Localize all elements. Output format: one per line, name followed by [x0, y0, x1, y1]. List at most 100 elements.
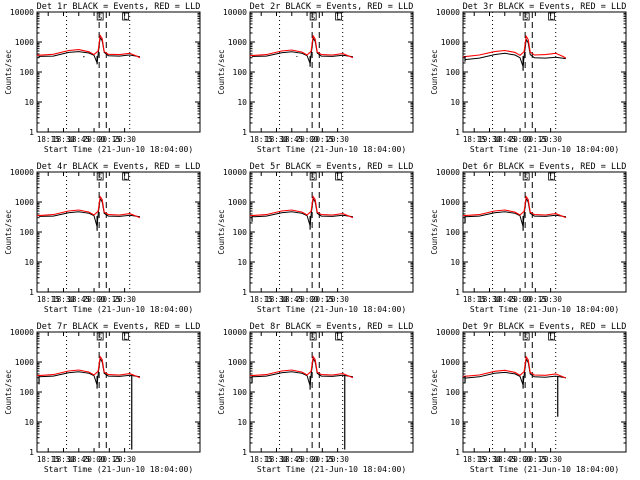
x-tick-label: 19:30	[478, 455, 501, 464]
marker-box	[309, 172, 317, 181]
y-tick-label: 1	[242, 288, 247, 297]
series-lld-line	[36, 33, 141, 59]
y-tick-label: 1000	[228, 358, 247, 367]
x-tick-label: 20:00	[509, 135, 532, 144]
chart-panel-2: Det 2r BLACK = Events, RED = LLD 1 10 100 10…	[217, 2, 414, 154]
x-tick-label: 20:00	[83, 295, 106, 304]
marker-label: S	[524, 14, 528, 22]
marker-box	[309, 12, 317, 21]
x-tick-label: 18:45	[493, 455, 516, 464]
marker-box	[548, 332, 556, 341]
x-tick-label: 18:45	[67, 135, 90, 144]
series-events-line	[251, 197, 353, 227]
y-tick-label: 10	[24, 98, 34, 107]
x-tick-label: 20:00	[509, 455, 532, 464]
y-tick-label: 1000	[441, 358, 460, 367]
x-tick-label: 20:15	[524, 135, 547, 144]
y-tick-label: 1	[455, 128, 460, 137]
y-tick-label: 1	[242, 128, 247, 137]
x-tick-label: 20:30	[539, 135, 562, 144]
y-tick-label: 10000	[223, 168, 247, 177]
y-tick-label: 10000	[10, 8, 34, 17]
series-lld-line	[249, 355, 354, 379]
y-tick-label: 1000	[441, 198, 460, 207]
marker-label: L	[124, 14, 128, 22]
x-tick-label: 18:30	[52, 455, 75, 464]
x-tick-label: 20:30	[113, 135, 136, 144]
x-tick-label: 18:45	[67, 455, 90, 464]
x-tick-label: 18:30	[52, 295, 75, 304]
marker-label: S	[311, 174, 315, 182]
chart-title: Det 4r BLACK = Events, RED = LLD	[37, 162, 201, 172]
x-tick-label: 20:15	[524, 295, 547, 304]
y-tick-label: 10000	[436, 328, 460, 337]
marker-box	[122, 12, 130, 21]
x-tick-label: 18:45	[493, 135, 516, 144]
marker-box	[522, 172, 530, 181]
x-tick-label: 18:30	[265, 295, 288, 304]
y-tick-label: 1	[455, 448, 460, 457]
x-tick-label: 18:15	[463, 135, 486, 144]
x-tick-label: 18:15	[250, 295, 273, 304]
x-tick-label: 20:15	[311, 135, 334, 144]
x-tick-label: 20:30	[539, 455, 562, 464]
y-tick-label: 100	[20, 68, 35, 77]
marker-box	[548, 12, 556, 21]
y-tick-label: 10	[450, 98, 460, 107]
x-tick-label: 20:30	[113, 455, 136, 464]
y-tick-label: 100	[20, 388, 35, 397]
marker-box	[522, 332, 530, 341]
x-axis-label: Start Time (21-Jun-10 18:04:00)	[257, 465, 406, 474]
marker-box	[309, 332, 317, 341]
x-axis-label: Start Time (21-Jun-10 18:04:00)	[470, 465, 619, 474]
chart-title: Det 8r BLACK = Events, RED = LLD	[250, 322, 414, 332]
x-tick-label: 20:15	[98, 135, 121, 144]
series-lld-line	[36, 355, 141, 379]
x-tick-label: 20:15	[311, 295, 334, 304]
series-lld-line	[36, 195, 141, 219]
marker-label: L	[124, 334, 128, 342]
y-tick-label: 10000	[223, 328, 247, 337]
x-tick-label: 18:15	[37, 295, 60, 304]
x-axis-label: Start Time (21-Jun-10 18:04:00)	[257, 305, 406, 314]
chart-panel-3: Det 3r BLACK = Events, RED = LLD 1 10 100 10…	[430, 2, 627, 154]
y-tick-label: 10	[450, 418, 460, 427]
marker-label: L	[550, 14, 554, 22]
y-axis-label: Counts/sec	[217, 49, 226, 94]
y-tick-label: 100	[233, 68, 248, 77]
y-tick-label: 1000	[228, 38, 247, 47]
plot-frame	[462, 11, 627, 133]
x-tick-label: 18:45	[280, 295, 303, 304]
chart-panel-4: Det 4r BLACK = Events, RED = LLD 1 10 100 10…	[4, 162, 201, 314]
x-tick-label: 18:45	[280, 135, 303, 144]
plot-frame	[462, 171, 627, 293]
x-tick-label: 20:00	[296, 455, 319, 464]
x-tick-label: 18:15	[37, 135, 60, 144]
plot-frame	[36, 171, 201, 293]
x-tick-label: 20:30	[326, 295, 349, 304]
marker-label: S	[98, 334, 102, 342]
series-events-line	[464, 357, 566, 386]
plot-frame	[36, 331, 201, 453]
chart-title: Det 5r BLACK = Events, RED = LLD	[250, 162, 414, 172]
chart-panel-9: Det 9r BLACK = Events, RED = LLD 1 10 100 10…	[430, 322, 627, 474]
x-tick-label: 20:00	[509, 295, 532, 304]
chart-title: Det 2r BLACK = Events, RED = LLD	[250, 2, 414, 12]
marker-box	[522, 12, 530, 21]
marker-box	[122, 332, 130, 341]
y-tick-label: 10000	[436, 8, 460, 17]
plot-frame	[462, 331, 627, 453]
marker-box	[96, 12, 104, 21]
x-tick-label: 18:15	[250, 455, 273, 464]
chart-title: Det 9r BLACK = Events, RED = LLD	[463, 322, 627, 332]
marker-box	[335, 172, 343, 181]
y-axis-label: Counts/sec	[217, 209, 226, 254]
marker-label: L	[550, 174, 554, 182]
marker-box	[335, 332, 343, 341]
y-tick-label: 1000	[15, 198, 34, 207]
x-tick-label: 20:00	[296, 295, 319, 304]
x-tick-label: 18:30	[265, 455, 288, 464]
series-lld-line	[462, 34, 567, 59]
y-tick-label: 10	[24, 258, 34, 267]
marker-box	[122, 172, 130, 181]
